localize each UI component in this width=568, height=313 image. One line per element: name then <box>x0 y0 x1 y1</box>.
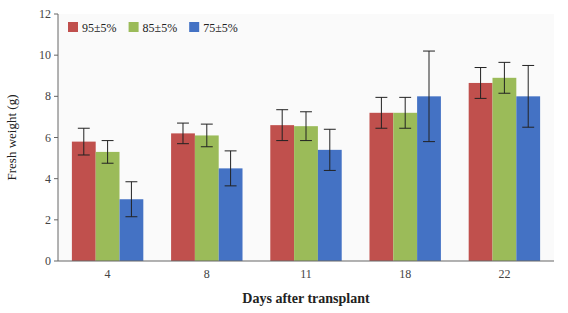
error-bar <box>498 62 510 93</box>
x-tick-label: 18 <box>399 267 411 281</box>
error-bar <box>475 68 487 99</box>
bar <box>469 83 493 261</box>
legend-label: 85±5% <box>143 21 178 35</box>
error-bar <box>201 124 213 147</box>
y-tick <box>54 96 58 97</box>
error-bar <box>300 112 312 141</box>
error-bar <box>177 123 189 144</box>
bar <box>72 142 96 261</box>
chart-container: 0 2 4 6 8 10 12 4 8 11 18 22 Days after transplant Fr… <box>0 0 568 313</box>
y-tick-label: 2 <box>45 213 51 227</box>
x-tick-label: 8 <box>204 267 210 281</box>
y-tick-label: 0 <box>45 254 51 268</box>
bar <box>393 113 417 261</box>
y-tick <box>54 137 58 138</box>
y-tick <box>54 219 58 220</box>
y-axis-label: Fresh weight (g) <box>4 95 19 181</box>
y-tick-label: 4 <box>45 172 51 186</box>
x-tick-label: 11 <box>300 267 312 281</box>
y-tick <box>54 178 58 179</box>
legend-swatch <box>68 22 78 32</box>
legend-swatch <box>189 22 199 32</box>
legend: 95±5% 85±5% 75±5% <box>68 21 238 35</box>
x-axis-line <box>58 261 554 262</box>
y-tick-label: 10 <box>39 48 51 62</box>
plot-background <box>58 14 554 261</box>
x-tick-label: 22 <box>498 267 510 281</box>
bar <box>96 152 120 261</box>
error-bar <box>522 65 534 127</box>
bars <box>72 51 540 261</box>
legend-label: 95±5% <box>82 21 117 35</box>
bar <box>369 113 393 261</box>
error-bar <box>423 51 435 142</box>
y-tick-label: 12 <box>39 7 51 21</box>
bar <box>195 135 219 261</box>
y-tick <box>54 55 58 56</box>
y-tick-label: 8 <box>45 89 51 103</box>
bar <box>270 125 294 261</box>
y-tick <box>54 14 58 15</box>
x-axis-label: Days after transplant <box>242 291 370 306</box>
error-bar <box>324 129 336 170</box>
error-bar <box>399 97 411 128</box>
error-bar <box>125 182 137 217</box>
bar <box>294 126 318 261</box>
y-tick <box>54 261 58 262</box>
error-bar <box>375 97 387 128</box>
error-bar <box>78 128 90 155</box>
bar <box>492 78 516 261</box>
y-tick-label: 6 <box>45 131 51 145</box>
legend-label: 75±5% <box>203 21 238 35</box>
legend-swatch <box>129 22 139 32</box>
chart: 0 2 4 6 8 10 12 4 8 11 18 22 Days after transplant Fr… <box>0 0 568 313</box>
x-tick-label: 4 <box>105 267 111 281</box>
error-bar <box>276 110 288 141</box>
bar <box>171 133 195 261</box>
error-bar <box>102 141 114 164</box>
error-bar <box>225 151 237 186</box>
